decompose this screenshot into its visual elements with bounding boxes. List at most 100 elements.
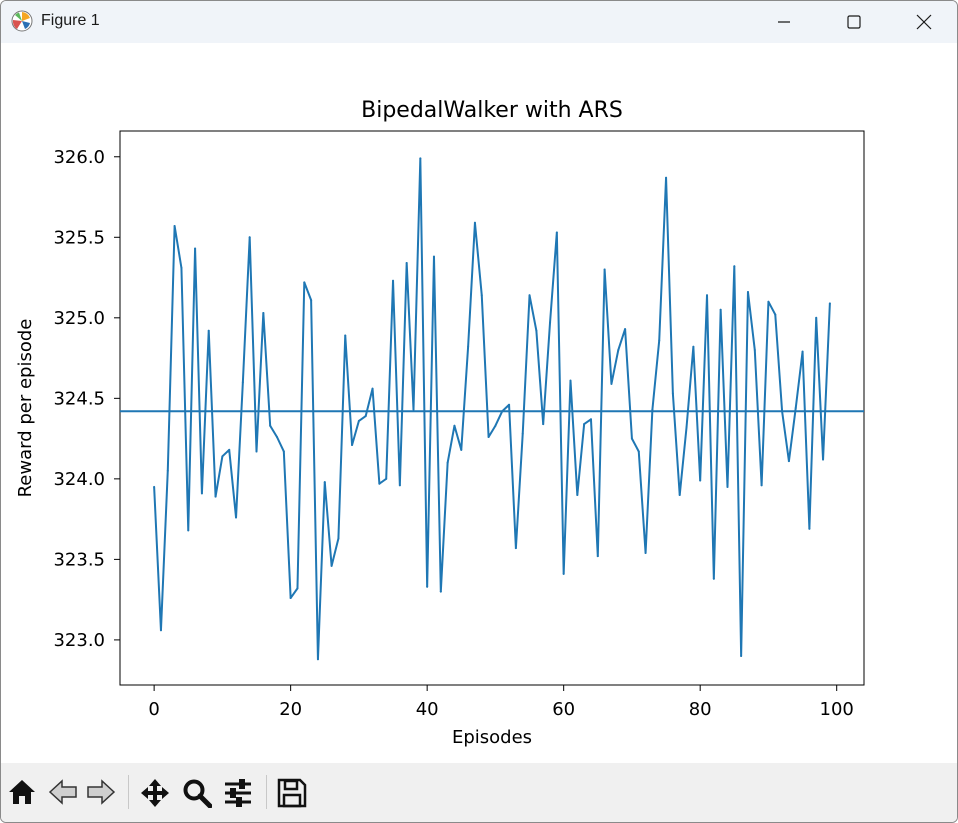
- move-arrows-icon: [141, 779, 169, 807]
- x-axis-ticks: 0 20 40 60 80 100: [148, 685, 854, 720]
- y-tick-label: 325.5: [53, 227, 105, 248]
- data-point: [624, 328, 627, 331]
- data-point: [357, 419, 360, 422]
- magnifier-icon: [183, 779, 212, 808]
- data-point: [589, 418, 592, 421]
- data-point: [378, 482, 381, 485]
- floppy-disk-icon: [277, 778, 307, 808]
- back-button[interactable]: [45, 773, 81, 811]
- data-point: [583, 423, 586, 426]
- x-tick-label: 40: [416, 699, 439, 720]
- x-tick-label: 80: [689, 699, 712, 720]
- configure-subplots-button[interactable]: [220, 773, 256, 811]
- data-point: [330, 564, 333, 567]
- data-point: [637, 450, 640, 453]
- data-point: [822, 458, 825, 461]
- data-point: [235, 516, 238, 519]
- data-point: [200, 492, 203, 495]
- data-point: [514, 547, 517, 550]
- maximize-button[interactable]: [831, 1, 877, 43]
- data-point: [344, 334, 347, 337]
- data-point: [528, 294, 531, 297]
- data-point: [262, 311, 265, 314]
- data-point: [180, 266, 183, 269]
- data-point: [412, 408, 415, 411]
- data-point: [473, 221, 476, 224]
- data-point: [296, 587, 299, 590]
- data-point: [671, 392, 674, 395]
- data-point: [405, 262, 408, 265]
- data-point: [501, 410, 504, 413]
- home-button[interactable]: [4, 773, 40, 811]
- close-button[interactable]: [901, 1, 947, 43]
- forward-button[interactable]: [83, 773, 119, 811]
- y-tick-label: 325.0: [53, 308, 105, 329]
- minimize-button[interactable]: [761, 1, 807, 43]
- data-point: [644, 551, 647, 554]
- data-point: [569, 379, 572, 382]
- x-tick-label: 100: [820, 699, 854, 720]
- data-point: [426, 585, 429, 588]
- data-point: [194, 247, 197, 250]
- data-point: [712, 577, 715, 580]
- data-point: [364, 415, 367, 418]
- navigation-toolbar: [1, 763, 957, 822]
- data-point: [398, 484, 401, 487]
- data-points: [153, 157, 831, 661]
- home-icon: [9, 780, 35, 804]
- pan-button[interactable]: [137, 773, 173, 811]
- data-point: [542, 423, 545, 426]
- data-point: [460, 448, 463, 451]
- y-tick-label: 323.0: [53, 630, 105, 651]
- figure-canvas[interactable]: 0 20 40 60 80 100 323.0 323.5 324.0 324.5 325.0 32…: [1, 43, 957, 763]
- title-bar[interactable]: Figure 1: [1, 1, 957, 43]
- data-point: [576, 493, 579, 496]
- data-point: [282, 450, 285, 453]
- zoom-button[interactable]: [179, 773, 215, 811]
- data-point: [207, 329, 210, 332]
- y-tick-label: 323.5: [53, 549, 105, 570]
- window-title: Figure 1: [41, 12, 100, 29]
- data-point: [665, 176, 668, 179]
- data-point: [303, 281, 306, 284]
- maximize-icon: [847, 15, 861, 29]
- data-point: [549, 321, 552, 324]
- data-point: [740, 655, 743, 658]
- data-point: [651, 408, 654, 411]
- data-point: [787, 460, 790, 463]
- data-point: [692, 345, 695, 348]
- data-point: [562, 572, 565, 575]
- x-tick-label: 20: [279, 699, 302, 720]
- data-point: [794, 407, 797, 409]
- data-point: [508, 403, 511, 406]
- data-point: [221, 455, 224, 458]
- data-point: [596, 555, 599, 558]
- y-tick-label: 324.0: [53, 469, 105, 490]
- x-tick-label: 0: [148, 699, 159, 720]
- data-point: [323, 481, 326, 484]
- data-point: [746, 291, 749, 294]
- data-point: [248, 236, 251, 239]
- y-axis-label: Reward per episode: [15, 319, 36, 498]
- data-point: [815, 316, 818, 319]
- y-tick-label: 324.5: [53, 388, 105, 409]
- data-point: [214, 495, 217, 498]
- y-axis-ticks: 323.0 323.5 324.0 324.5 325.0 325.5 326.0: [53, 147, 120, 651]
- arrow-right-icon: [87, 779, 116, 805]
- x-axis-label: Episodes: [452, 727, 532, 748]
- data-point: [706, 294, 709, 297]
- data-point: [392, 279, 395, 282]
- data-point: [255, 450, 258, 453]
- data-point: [828, 302, 831, 305]
- data-point: [555, 231, 558, 234]
- toolbar-separator: [128, 775, 129, 809]
- data-point: [678, 493, 681, 496]
- data-point: [371, 387, 374, 390]
- data-point: [269, 424, 272, 427]
- data-point: [187, 529, 190, 532]
- save-button[interactable]: [274, 773, 310, 811]
- data-point: [316, 658, 319, 661]
- data-point: [467, 345, 470, 348]
- data-point: [781, 410, 784, 413]
